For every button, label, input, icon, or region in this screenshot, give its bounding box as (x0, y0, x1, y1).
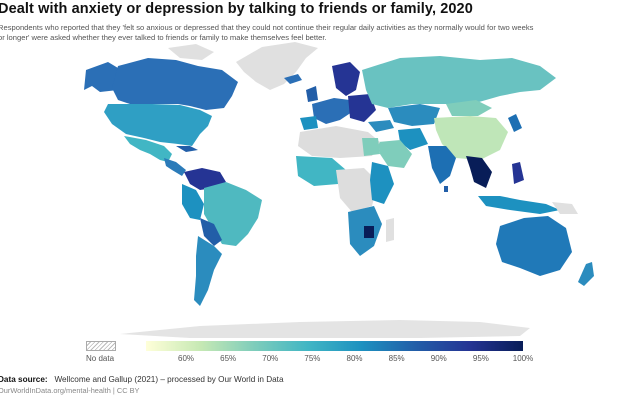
region-arabia[interactable] (378, 140, 412, 168)
chart-subtitle: Respondents who reported that they 'felt… (0, 23, 638, 43)
region-mainland-sea[interactable] (466, 156, 492, 188)
legend-tick: 90% (430, 354, 447, 363)
region-mexico[interactable] (124, 136, 172, 162)
legend-tick: 80% (346, 354, 363, 363)
region-west-africa[interactable] (296, 156, 346, 186)
region-argentina-chile[interactable] (194, 236, 222, 306)
legend-tick: 70% (262, 354, 279, 363)
legend-tick: 75% (304, 354, 321, 363)
region-greenland[interactable] (236, 42, 318, 90)
region-bolivia-paraguay[interactable] (200, 218, 222, 246)
subtitle-line-2: or longer' were asked whether they ever … (0, 33, 327, 42)
legend-tick: 95% (472, 354, 489, 363)
region-png[interactable] (552, 202, 578, 214)
region-turkey[interactable] (368, 120, 394, 132)
region-egypt[interactable] (362, 138, 380, 156)
region-korea-japan[interactable] (508, 114, 522, 132)
region-new-zealand[interactable] (578, 262, 594, 286)
region-sri-lanka[interactable] (444, 186, 448, 192)
subtitle-line-1: Respondents who reported that they 'felt… (0, 23, 534, 32)
region-eastern-europe[interactable] (348, 94, 376, 122)
legend-tick: 85% (388, 354, 405, 363)
legend-ticks: 60% 65% 70% 75% 80% 85% 90% 95% 100% (146, 354, 533, 366)
region-russia[interactable] (362, 56, 556, 108)
chart-title: Dealt with anxiety or depression by talk… (0, 1, 473, 17)
region-australia[interactable] (496, 216, 572, 276)
data-source: Data source: Wellcome and Gallup (2021) … (0, 375, 284, 384)
region-philippines[interactable] (512, 162, 524, 184)
data-source-text: Wellcome and Gallup (2021) – processed b… (54, 375, 284, 384)
region-scandinavia[interactable] (332, 62, 360, 96)
region-usa[interactable] (104, 104, 212, 146)
region-indonesia[interactable] (478, 196, 560, 214)
region-canada[interactable] (112, 58, 238, 110)
region-central-america[interactable] (164, 158, 186, 176)
legend-tick: 100% (512, 354, 534, 363)
data-source-label: Data source: (0, 375, 48, 384)
legend-tick: 65% (220, 354, 237, 363)
region-east-africa[interactable] (370, 162, 394, 204)
region-central-africa[interactable] (336, 168, 378, 212)
region-india[interactable] (428, 146, 456, 184)
no-data-swatch (86, 341, 116, 351)
region-zimbabwe[interactable] (364, 226, 374, 238)
region-arctic-islands[interactable] (168, 44, 214, 60)
region-iberia[interactable] (300, 116, 318, 130)
region-uk-ireland[interactable] (306, 86, 318, 102)
region-kazakhstan[interactable] (388, 104, 440, 126)
legend-tick: 60% (177, 354, 195, 363)
region-alaska[interactable] (84, 62, 118, 92)
source-url[interactable]: OurWorldInData.org/mental-health | CC BY (0, 386, 140, 395)
region-antarctica[interactable] (120, 320, 530, 338)
region-madagascar[interactable] (386, 218, 394, 242)
region-peru-ecuador[interactable] (182, 184, 204, 220)
region-brazil[interactable] (204, 182, 262, 246)
region-caribbean[interactable] (176, 146, 198, 152)
region-western-europe[interactable] (312, 98, 352, 124)
region-colombia-venezuela[interactable] (184, 168, 226, 190)
region-china[interactable] (434, 116, 508, 160)
region-iceland[interactable] (284, 74, 302, 84)
no-data-label: No data (86, 354, 115, 363)
region-iran[interactable] (398, 128, 428, 150)
region-mongolia[interactable] (446, 100, 492, 116)
legend-color-scale (146, 341, 523, 351)
region-north-africa[interactable] (298, 126, 380, 158)
